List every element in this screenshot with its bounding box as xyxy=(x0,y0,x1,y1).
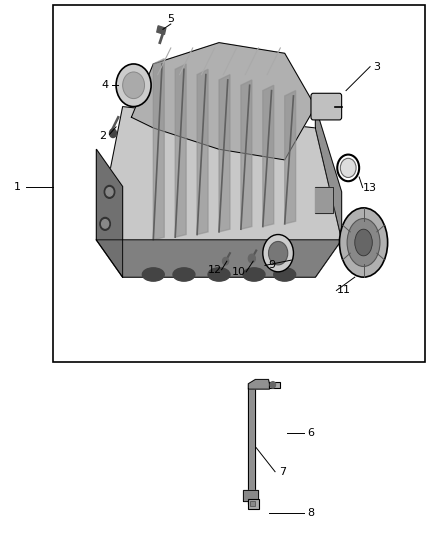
Text: 3: 3 xyxy=(373,62,380,71)
Circle shape xyxy=(223,257,229,265)
Text: 5: 5 xyxy=(167,14,174,23)
Polygon shape xyxy=(153,59,164,240)
Bar xyxy=(248,499,259,509)
Polygon shape xyxy=(241,80,252,229)
Polygon shape xyxy=(96,240,342,277)
Text: 7: 7 xyxy=(279,467,286,477)
Circle shape xyxy=(102,220,109,228)
Polygon shape xyxy=(131,43,315,160)
Polygon shape xyxy=(285,91,296,224)
Polygon shape xyxy=(197,69,208,235)
Text: 2: 2 xyxy=(99,131,106,141)
Ellipse shape xyxy=(173,268,195,281)
Ellipse shape xyxy=(142,268,164,281)
Circle shape xyxy=(270,382,276,388)
Circle shape xyxy=(116,64,151,107)
Text: 1: 1 xyxy=(14,182,21,191)
Circle shape xyxy=(106,188,113,196)
Ellipse shape xyxy=(208,268,230,281)
Polygon shape xyxy=(315,107,342,240)
Polygon shape xyxy=(315,187,333,213)
Circle shape xyxy=(248,254,255,263)
Circle shape xyxy=(100,217,110,230)
Text: 10: 10 xyxy=(232,267,246,277)
Text: 12: 12 xyxy=(208,265,222,274)
Bar xyxy=(157,26,166,35)
Text: 11: 11 xyxy=(337,286,351,295)
Text: 9: 9 xyxy=(268,261,275,270)
Polygon shape xyxy=(248,379,269,389)
Text: 6: 6 xyxy=(307,428,314,438)
Bar xyxy=(53,5,425,362)
Ellipse shape xyxy=(274,268,296,281)
Ellipse shape xyxy=(355,229,372,256)
Ellipse shape xyxy=(243,268,265,281)
Circle shape xyxy=(104,185,115,198)
Bar xyxy=(250,501,255,506)
Polygon shape xyxy=(175,64,186,237)
Circle shape xyxy=(263,235,293,272)
Ellipse shape xyxy=(339,208,388,277)
FancyBboxPatch shape xyxy=(311,93,342,120)
Polygon shape xyxy=(248,384,255,504)
Circle shape xyxy=(123,72,145,99)
Text: 8: 8 xyxy=(307,508,314,518)
Text: 4: 4 xyxy=(102,80,109,90)
Polygon shape xyxy=(263,85,274,227)
Ellipse shape xyxy=(347,219,380,266)
Polygon shape xyxy=(96,149,123,277)
Polygon shape xyxy=(243,490,258,501)
Circle shape xyxy=(268,241,288,265)
Circle shape xyxy=(340,158,356,177)
Text: 13: 13 xyxy=(363,183,377,192)
Bar xyxy=(269,382,280,388)
Circle shape xyxy=(110,129,117,138)
Polygon shape xyxy=(219,75,230,232)
Polygon shape xyxy=(96,107,342,277)
